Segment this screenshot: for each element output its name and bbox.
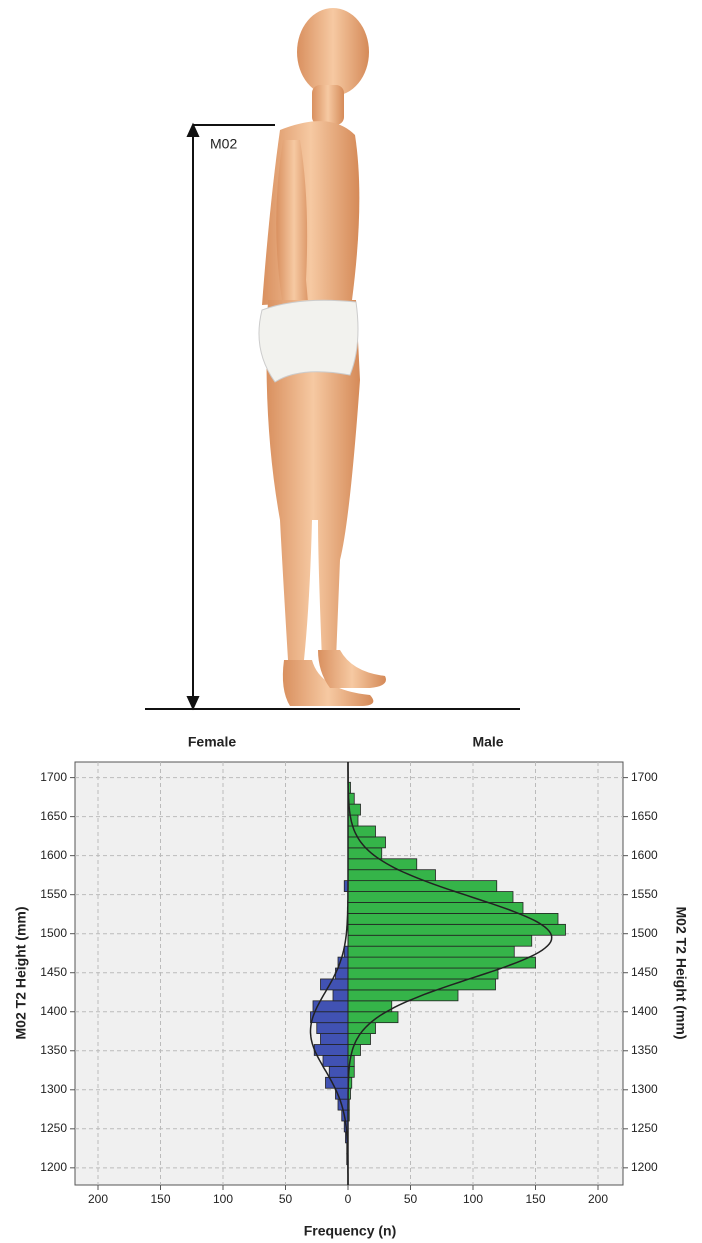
chart: 1200 1200 1250 1250 1300 1300 1350 1350 1400 1400…	[40, 762, 658, 1206]
y-axis-label: M02 T2 Height (mm)	[673, 906, 689, 1039]
x-tick-label: 0	[345, 1192, 352, 1206]
bar	[347, 880, 498, 892]
y-tick-label: 1250	[40, 1121, 67, 1135]
bar	[310, 1011, 349, 1024]
y-tick-label: 1450	[631, 965, 658, 979]
x-tick-label: 200	[588, 1192, 608, 1206]
y-tick-label: 1200	[631, 1160, 658, 1174]
y-tick-label: 1600	[631, 848, 658, 862]
bar	[347, 836, 386, 849]
panel-title: Male	[472, 734, 503, 750]
bar	[347, 989, 459, 1002]
y-tick-label: 1250	[631, 1121, 658, 1135]
bar	[313, 1044, 349, 1056]
bar	[347, 978, 496, 991]
bar	[320, 978, 349, 991]
x-tick-label: 200	[88, 1192, 108, 1206]
y-tick-label: 1550	[40, 887, 67, 901]
bar	[347, 902, 524, 914]
y-tick-label: 1500	[631, 926, 658, 940]
bar	[320, 1033, 349, 1045]
bar	[347, 891, 514, 903]
x-tick-label: 50	[404, 1192, 418, 1206]
x-tick-label: 100	[463, 1192, 483, 1206]
y-tick-label: 1300	[631, 1082, 658, 1096]
y-tick-label: 1350	[40, 1043, 67, 1057]
x-axis-label: Frequency (n)	[304, 1223, 397, 1239]
bar	[347, 825, 376, 838]
x-tick-label: 100	[213, 1192, 233, 1206]
y-tick-label: 1650	[40, 809, 67, 823]
bar	[347, 814, 359, 827]
bar	[347, 923, 566, 936]
measurement	[145, 122, 520, 711]
measure-label: M02	[210, 136, 237, 152]
underwear	[258, 299, 359, 383]
y-tick-label: 1450	[40, 965, 67, 979]
bar	[322, 1055, 349, 1067]
bar	[328, 1065, 349, 1078]
x-tick-label: 150	[525, 1192, 545, 1206]
bar	[347, 1000, 393, 1013]
y-tick-label: 1550	[631, 887, 658, 901]
y-tick-label: 1500	[40, 926, 67, 940]
bar	[316, 1022, 349, 1034]
x-tick-label: 150	[150, 1192, 170, 1206]
y-tick-label: 1300	[40, 1082, 67, 1096]
bar	[332, 989, 349, 1002]
y-tick-label: 1400	[631, 1004, 658, 1018]
y-tick-label: 1400	[40, 1004, 67, 1018]
panel-title: Female	[188, 734, 236, 750]
x-tick-label: 50	[279, 1192, 293, 1206]
y-axis-label: M02 T2 Height (mm)	[13, 906, 29, 1039]
bar	[347, 913, 559, 925]
bar	[347, 934, 533, 947]
y-tick-label: 1650	[631, 809, 658, 823]
y-tick-label: 1700	[631, 770, 658, 784]
y-tick-label: 1600	[40, 848, 67, 862]
bar	[347, 945, 515, 958]
y-tick-label: 1700	[40, 770, 67, 784]
y-tick-label: 1350	[631, 1043, 658, 1057]
bar	[325, 1076, 349, 1089]
y-tick-label: 1200	[40, 1160, 67, 1174]
bar	[347, 869, 436, 882]
